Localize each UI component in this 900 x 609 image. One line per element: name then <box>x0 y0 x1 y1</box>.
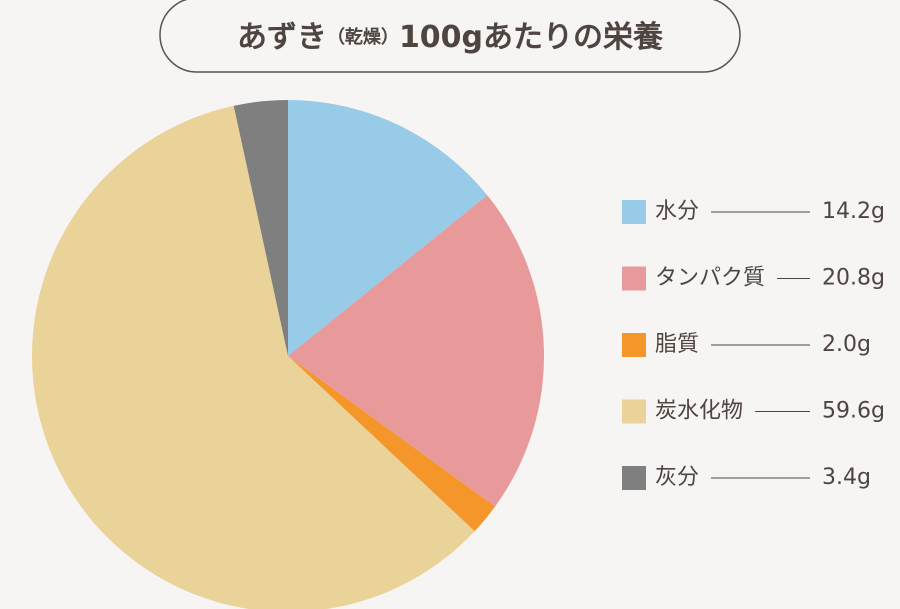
value-label: 3.4g <box>822 465 871 490</box>
pie-slice <box>288 100 488 356</box>
title-part: 100gあたりの栄養 <box>399 20 663 55</box>
pie-slice <box>32 105 475 609</box>
value-label: 20.8g <box>822 266 885 291</box>
legend-label: 炭水化物 <box>655 399 743 424</box>
legend-swatch <box>622 399 646 424</box>
legend-label: 灰分 <box>655 465 699 490</box>
pie-slice <box>288 356 496 532</box>
value-label: 59.6g <box>822 399 885 424</box>
legend-swatch <box>622 266 646 291</box>
title-part: あずき <box>237 20 327 55</box>
legend-label: タンパク質 <box>655 266 765 291</box>
legend-swatch <box>622 466 646 490</box>
legend-swatch <box>622 200 646 224</box>
title-frame <box>159 0 741 73</box>
legend-label: 脂質 <box>655 332 699 357</box>
pie-slice <box>233 100 288 356</box>
value-label: 2.0g <box>822 332 871 357</box>
title-part: （乾燥） <box>327 26 399 48</box>
pie-slice <box>288 195 544 507</box>
legend-swatch <box>622 333 646 357</box>
legend-label: 水分 <box>655 199 699 224</box>
chart-title: あずき（乾燥）100gあたりの栄養 <box>237 20 663 55</box>
value-label: 14.2g <box>822 199 885 224</box>
